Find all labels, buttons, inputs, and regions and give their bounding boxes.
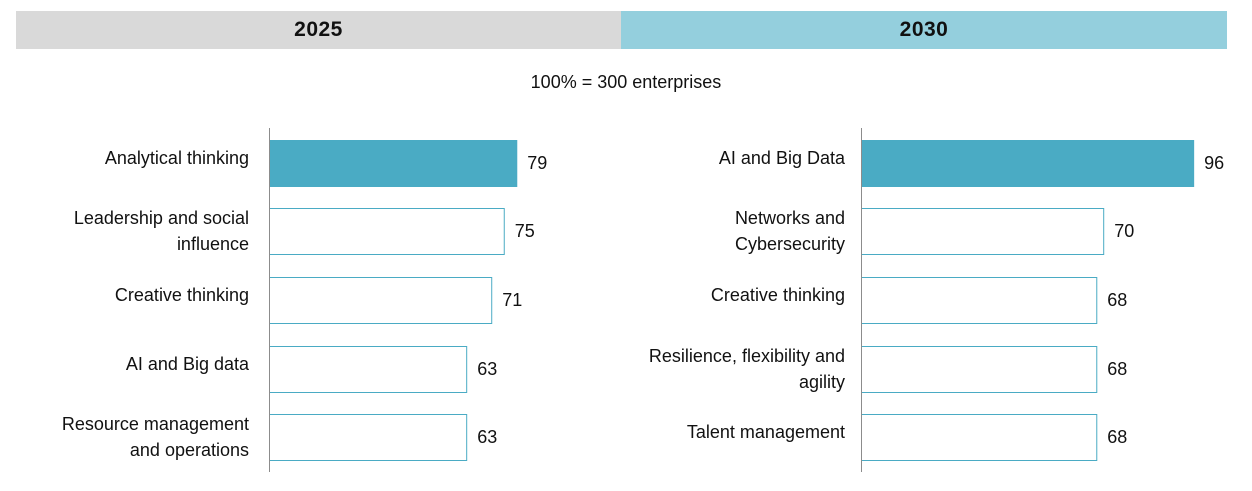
bar-2030-5 bbox=[861, 414, 1098, 461]
year-header-2025: 2025 bbox=[16, 11, 621, 49]
bar-2030-1 bbox=[861, 140, 1195, 187]
category-label-2030-1: AI and Big Data bbox=[719, 148, 846, 168]
value-label-2025-4: 63 bbox=[477, 359, 497, 379]
bar-2030-4 bbox=[861, 346, 1098, 393]
year-header-2030: 2030 bbox=[621, 11, 1227, 49]
bar-2025-3 bbox=[269, 277, 493, 324]
bar-2025-2 bbox=[269, 208, 505, 255]
category-label-2025-3: Creative thinking bbox=[115, 285, 249, 305]
category-label-2025-1: Analytical thinking bbox=[105, 148, 249, 168]
category-label-2030-3: Creative thinking bbox=[711, 285, 845, 305]
value-label-2025-2: 75 bbox=[515, 221, 535, 241]
bar-2025-1 bbox=[269, 140, 518, 187]
category-label-2025-5: Resource management and operations bbox=[62, 414, 249, 460]
value-label-2025-5: 63 bbox=[477, 427, 497, 447]
category-label-2025-4: AI and Big data bbox=[126, 354, 250, 374]
value-label-2030-5: 68 bbox=[1107, 427, 1127, 447]
chart-2030: 96 AI and Big Data 70 Networks and Cybersecu… bbox=[649, 128, 1224, 472]
category-label-2025-2: Leadership and social influence bbox=[74, 208, 249, 254]
value-label-2025-1: 79 bbox=[527, 153, 547, 173]
chart-2025: 79 Analytical thinking 75 Leadership and so… bbox=[62, 128, 547, 472]
value-label-2030-1: 96 bbox=[1204, 153, 1224, 173]
value-label-2025-3: 71 bbox=[502, 290, 522, 310]
year-label-2030: 2030 bbox=[899, 18, 949, 41]
value-label-2030-3: 68 bbox=[1107, 290, 1127, 310]
value-label-2030-2: 70 bbox=[1114, 221, 1134, 241]
category-label-2030-2: Networks and Cybersecurity bbox=[735, 208, 845, 254]
value-label-2030-4: 68 bbox=[1107, 359, 1127, 379]
category-label-2030-5: Talent management bbox=[687, 422, 845, 442]
bar-2025-4 bbox=[269, 346, 468, 393]
bar-2025-5 bbox=[269, 414, 468, 461]
bar-2030-2 bbox=[861, 208, 1105, 255]
year-label-2025: 2025 bbox=[294, 18, 343, 41]
category-label-2030-4: Resilience, flexibility and agility bbox=[649, 346, 845, 392]
bar-2030-3 bbox=[861, 277, 1098, 324]
base-note: 100% = 300 enterprises bbox=[530, 72, 722, 92]
